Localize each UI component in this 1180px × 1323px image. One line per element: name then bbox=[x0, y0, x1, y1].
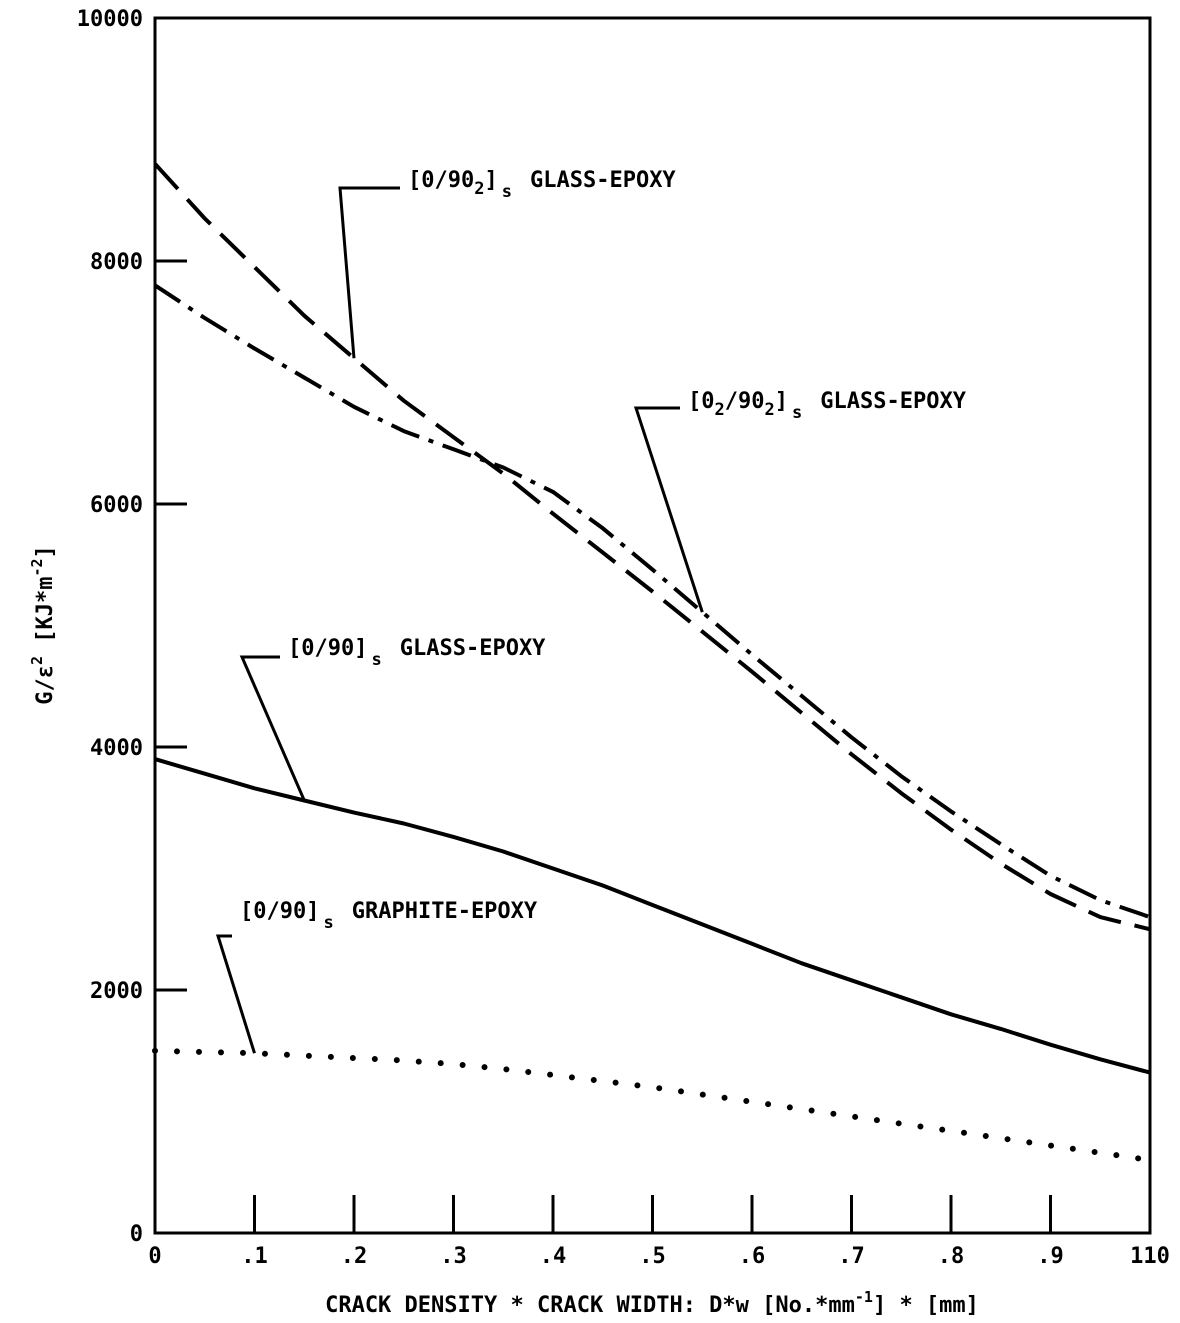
series-line-s2 bbox=[153, 283, 1151, 919]
x-axis-title: CRACK DENSITY * CRACK WIDTH: D*w [No.*mm… bbox=[325, 1288, 979, 1318]
x-tick-label: .1 bbox=[241, 1244, 268, 1269]
x-axis-ticks: 0 .1 .2 .3 .4 .5 .6 .7 .8 .9 110 bbox=[148, 1195, 1170, 1269]
x-tick-label: 0 bbox=[148, 1244, 161, 1269]
y-tick-label: 2000 bbox=[90, 979, 143, 1004]
x-tick-label: 110 bbox=[1130, 1244, 1170, 1269]
series-line-s1 bbox=[153, 162, 1151, 932]
plot-frame bbox=[153, 16, 1152, 1235]
series-label-s4: [0/90] s GRAPHITE-EPOXY bbox=[240, 899, 538, 933]
y-tick-label: 6000 bbox=[90, 493, 143, 518]
series-label-s3: [0/90] s GLASS-EPOXY bbox=[288, 636, 546, 670]
leader-line-s4 bbox=[215, 934, 256, 1054]
label-leader-lines bbox=[215, 186, 704, 1054]
x-tick-label: .6 bbox=[739, 1244, 766, 1269]
series-lines bbox=[152, 162, 1153, 1164]
y-tick-label: 4000 bbox=[90, 736, 143, 761]
x-tick-label: .5 bbox=[639, 1244, 666, 1269]
series-line-s3 bbox=[154, 757, 1151, 1075]
x-tick-label: .7 bbox=[838, 1244, 865, 1269]
x-tick-label: .8 bbox=[938, 1244, 965, 1269]
y-tick-label: 8000 bbox=[90, 250, 143, 275]
y-tick-label: 0 bbox=[130, 1222, 143, 1247]
series-line-s4 bbox=[152, 1047, 1153, 1164]
x-tick-label: .2 bbox=[341, 1244, 368, 1269]
x-tick-label: .3 bbox=[440, 1244, 467, 1269]
leader-line-s1 bbox=[338, 186, 400, 359]
y-tick-label: 10000 bbox=[77, 7, 143, 32]
leader-line-s3 bbox=[239, 655, 306, 802]
y-axis-ticks: 0 2000 4000 6000 8000 10000 bbox=[77, 7, 187, 1247]
x-tick-label: .4 bbox=[540, 1244, 567, 1269]
y-axis-title: G/ε2 [KJ*m-2] bbox=[28, 545, 58, 705]
leader-line-s2 bbox=[633, 406, 704, 613]
series-label-s1: [0/902] s GLASS-EPOXY bbox=[408, 168, 676, 202]
x-tick-label: .9 bbox=[1037, 1244, 1064, 1269]
series-label-s2: [02/902] s GLASS-EPOXY bbox=[688, 389, 967, 423]
